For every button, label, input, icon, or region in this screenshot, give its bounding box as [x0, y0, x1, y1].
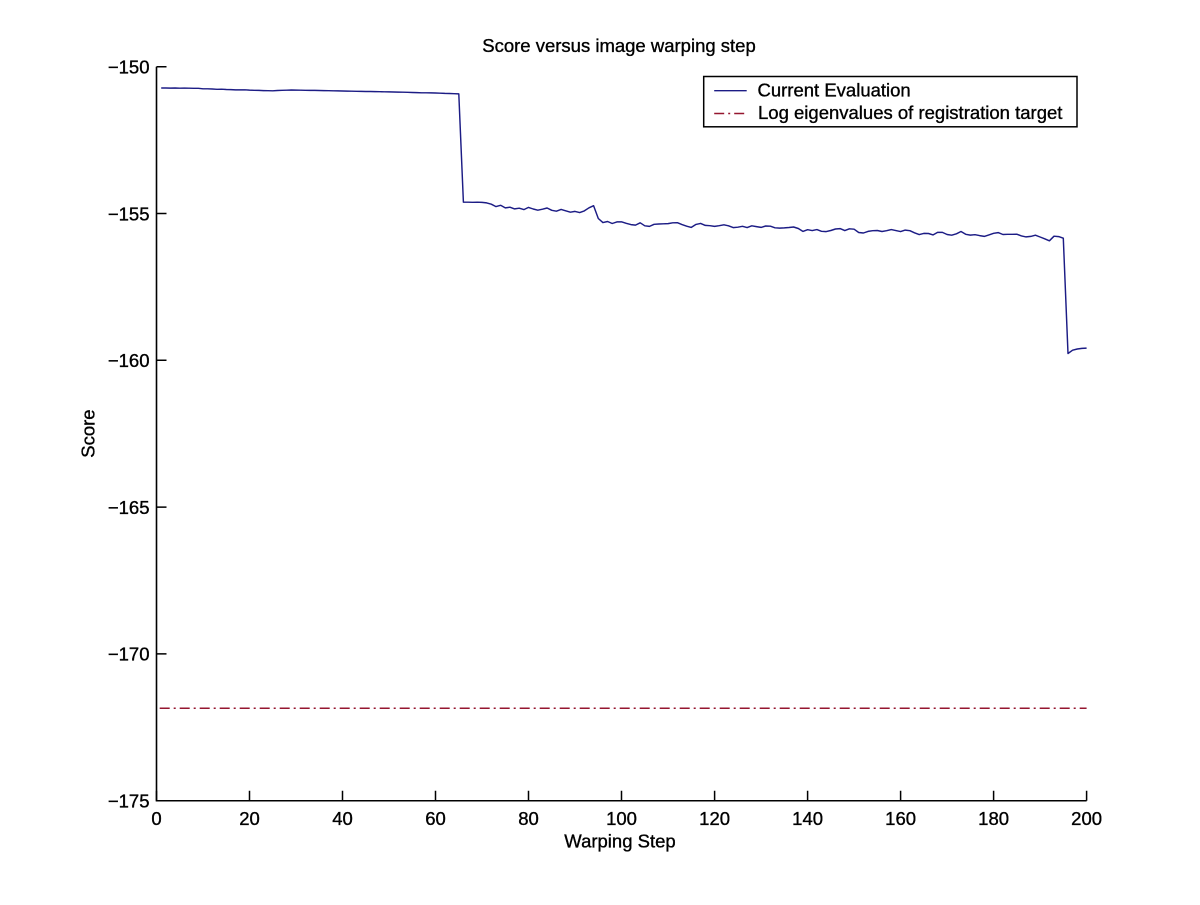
svg-text:Score versus image warping ste: Score versus image warping step: [482, 35, 756, 56]
svg-text:Current Evaluation: Current Evaluation: [758, 80, 911, 101]
svg-text:−160: −160: [108, 350, 150, 371]
svg-text:180: 180: [978, 808, 1009, 829]
svg-text:0: 0: [151, 808, 161, 829]
svg-text:200: 200: [1071, 808, 1102, 829]
svg-text:−170: −170: [108, 644, 150, 665]
svg-text:Log eigenvalues of registratio: Log eigenvalues of registration target: [758, 102, 1062, 123]
svg-text:60: 60: [425, 808, 446, 829]
svg-text:100: 100: [606, 808, 637, 829]
svg-text:−165: −165: [108, 497, 150, 518]
svg-text:−155: −155: [108, 203, 150, 224]
svg-text:−150: −150: [108, 57, 150, 78]
svg-text:160: 160: [885, 808, 916, 829]
svg-text:120: 120: [699, 808, 730, 829]
svg-text:80: 80: [518, 808, 539, 829]
svg-text:Score: Score: [78, 409, 99, 457]
svg-text:40: 40: [332, 808, 353, 829]
svg-text:Warping Step: Warping Step: [564, 831, 675, 852]
svg-text:140: 140: [792, 808, 823, 829]
svg-text:−175: −175: [108, 791, 150, 812]
svg-text:20: 20: [239, 808, 260, 829]
